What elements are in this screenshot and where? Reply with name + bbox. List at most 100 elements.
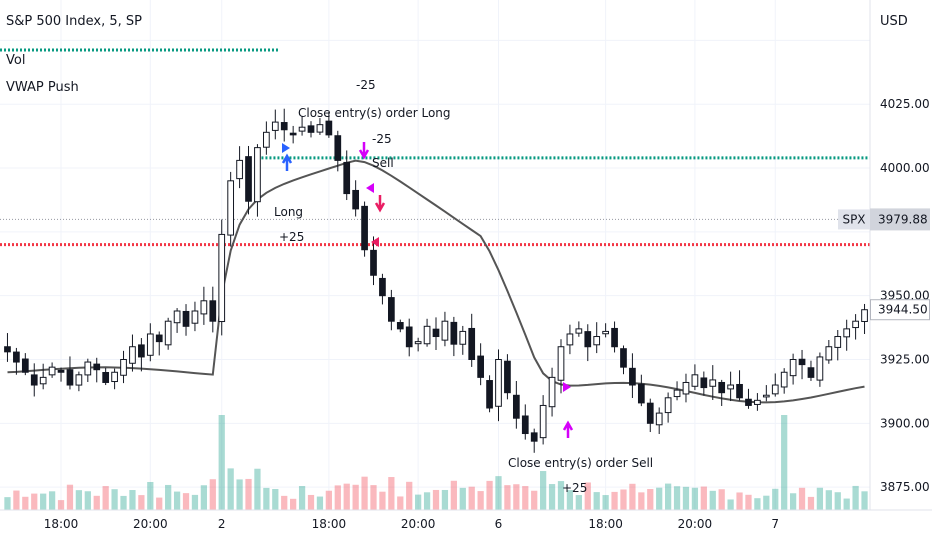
candle	[263, 121, 270, 155]
candle-body-up	[191, 310, 199, 324]
volume-bar	[629, 483, 636, 510]
candle	[682, 373, 690, 403]
volume-bar	[352, 484, 359, 510]
volume-bar	[647, 489, 654, 510]
volume-bar	[165, 484, 172, 510]
candle-body-up	[852, 320, 859, 329]
volume-bar	[57, 500, 65, 510]
candle	[93, 357, 101, 383]
candle-body-up	[682, 381, 690, 395]
volume-bar	[406, 481, 413, 510]
candle	[173, 308, 181, 333]
volume-bar	[700, 486, 707, 510]
candle	[370, 236, 377, 286]
price-tick-label: 3950.00	[880, 289, 930, 303]
volume-bars	[4, 415, 868, 510]
trade-markers	[281, 142, 574, 438]
candle	[236, 146, 243, 189]
candle	[780, 368, 788, 394]
annotation-long: +25	[279, 230, 304, 244]
candle-body-up	[111, 371, 118, 383]
volume-bar	[182, 493, 190, 510]
price-axis[interactable]: 4025.00 4000.00 3950.00 3925.00 3900.00 3875.…	[838, 0, 932, 550]
candle-body-up	[146, 333, 154, 356]
candle	[379, 273, 386, 305]
volume-bar	[129, 490, 136, 510]
volume-bar	[245, 478, 252, 510]
volume-bar	[504, 485, 511, 510]
candle	[593, 322, 601, 354]
volume-bar	[263, 487, 270, 510]
vwap-indicator-label[interactable]: VWAP Push	[6, 80, 79, 95]
candle-body-down	[745, 398, 752, 406]
chart-title[interactable]: S&P 500 Index, 5, SP	[6, 14, 142, 29]
candle	[39, 363, 47, 390]
volume-indicator-label[interactable]: Vol	[6, 53, 26, 68]
candle-body-down	[620, 348, 627, 368]
candle-body-down	[57, 369, 65, 373]
volume-bar	[763, 495, 770, 510]
volume-bar	[459, 487, 466, 510]
annotation-close: +25	[562, 481, 587, 495]
candle-body-down	[388, 297, 395, 322]
candle	[834, 329, 842, 361]
annotation-short: -25	[372, 132, 392, 146]
candle-body-down	[700, 377, 708, 389]
last-price-value: 3944.50	[878, 303, 928, 317]
volume-bar	[477, 491, 484, 510]
volume-bar	[620, 489, 627, 510]
candle	[843, 319, 851, 351]
candle	[191, 301, 199, 332]
candle-body-up	[771, 384, 779, 395]
candle	[825, 339, 833, 364]
candle-body-down	[646, 402, 654, 424]
volume-bar	[522, 486, 529, 510]
candle	[155, 331, 163, 356]
volume-bar	[566, 490, 574, 510]
volume-bar	[40, 493, 47, 510]
candle-body-down	[361, 205, 368, 251]
symbol-badge	[838, 209, 870, 230]
price-axis-bg	[870, 0, 932, 550]
volume-bar	[48, 491, 56, 510]
volume-bar	[66, 484, 74, 510]
candle-body-down	[611, 327, 618, 348]
volume-bar	[727, 499, 734, 510]
volume-bar	[209, 479, 216, 510]
candle-body-down	[718, 381, 726, 394]
volume-bar	[664, 483, 672, 510]
volume-bar	[486, 480, 493, 510]
candle-body-down	[138, 344, 145, 358]
volume-bar	[290, 498, 297, 510]
volume-bar	[84, 491, 91, 510]
candle-body-up	[200, 300, 208, 315]
time-axis[interactable]: 18:00 20:00 2 18:00 20:00 6 18:00 20:00 7	[0, 509, 932, 550]
annotation-close: Close entry(s) order Long	[298, 106, 451, 120]
candle-body-down	[334, 135, 342, 161]
volume-bar	[611, 491, 618, 510]
volume-bar	[852, 485, 859, 510]
volume-bar	[432, 489, 440, 510]
candle	[75, 371, 83, 392]
candle-body-up	[48, 366, 56, 376]
candle	[111, 368, 118, 390]
vwap-line	[7, 159, 865, 404]
candle-body-up	[691, 374, 699, 387]
candle	[807, 360, 815, 381]
candle	[316, 118, 324, 135]
volume-bar	[343, 483, 350, 510]
candle	[200, 286, 208, 325]
volume-bar	[441, 489, 449, 510]
candle	[120, 350, 127, 384]
candle	[548, 367, 556, 417]
candle-body-down	[66, 369, 74, 386]
volume-bar	[736, 492, 743, 510]
volume-bar	[173, 491, 181, 510]
current-price-value: 3979.88	[878, 212, 928, 226]
candle	[539, 395, 547, 445]
volume-bar	[361, 476, 368, 510]
volume-bar	[789, 493, 797, 510]
volume-bar	[843, 498, 850, 510]
candle-body-down	[379, 277, 386, 297]
